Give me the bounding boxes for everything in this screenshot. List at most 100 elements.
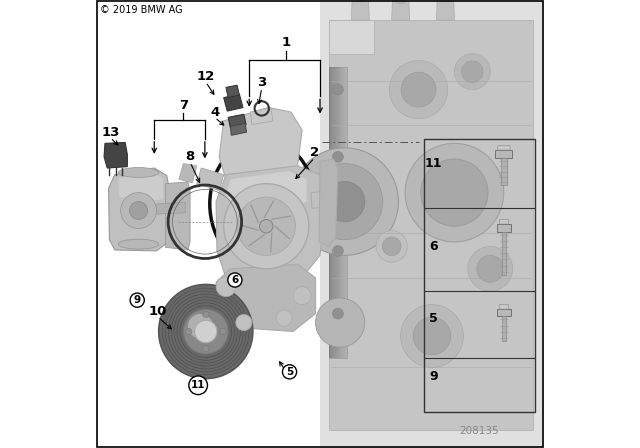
Text: 6: 6 — [231, 275, 239, 285]
Circle shape — [237, 197, 296, 255]
Polygon shape — [329, 20, 374, 54]
Polygon shape — [338, 67, 340, 358]
Polygon shape — [436, 0, 454, 20]
Bar — [424, 139, 535, 412]
Polygon shape — [501, 158, 507, 185]
Circle shape — [352, 0, 369, 1]
Text: 4: 4 — [210, 105, 220, 119]
Circle shape — [333, 246, 343, 256]
Circle shape — [220, 328, 226, 335]
Polygon shape — [329, 67, 332, 358]
Circle shape — [203, 345, 209, 352]
Circle shape — [236, 314, 252, 331]
Circle shape — [413, 317, 451, 355]
Polygon shape — [216, 166, 324, 287]
Text: 5: 5 — [429, 311, 438, 325]
Circle shape — [316, 298, 365, 347]
Circle shape — [203, 311, 209, 318]
Polygon shape — [499, 305, 509, 309]
Polygon shape — [230, 123, 246, 135]
Circle shape — [159, 284, 253, 379]
Text: 11: 11 — [191, 380, 205, 390]
Circle shape — [376, 231, 408, 262]
Polygon shape — [226, 85, 239, 98]
Text: 6: 6 — [429, 240, 438, 253]
Polygon shape — [228, 114, 246, 128]
Text: 208135: 208135 — [460, 426, 499, 435]
Polygon shape — [311, 190, 337, 208]
Polygon shape — [502, 232, 506, 275]
Ellipse shape — [118, 168, 159, 177]
Circle shape — [333, 308, 343, 319]
Text: 8: 8 — [186, 150, 195, 164]
Text: 10: 10 — [148, 305, 167, 318]
Circle shape — [129, 202, 148, 220]
Polygon shape — [495, 150, 513, 158]
Polygon shape — [333, 67, 336, 358]
Circle shape — [276, 310, 292, 326]
Polygon shape — [179, 164, 197, 183]
Polygon shape — [498, 146, 510, 150]
Circle shape — [293, 287, 311, 305]
Text: 9: 9 — [429, 370, 438, 383]
Circle shape — [468, 246, 513, 291]
Polygon shape — [351, 0, 369, 20]
Circle shape — [405, 143, 504, 242]
Circle shape — [188, 314, 212, 339]
Polygon shape — [220, 108, 302, 188]
Circle shape — [392, 0, 409, 4]
Circle shape — [186, 328, 192, 335]
Bar — [320, 0, 544, 448]
Circle shape — [454, 54, 490, 90]
Polygon shape — [118, 172, 163, 202]
Text: 13: 13 — [101, 125, 120, 139]
Polygon shape — [499, 220, 509, 224]
Text: 5: 5 — [286, 367, 293, 377]
Ellipse shape — [118, 239, 159, 249]
Polygon shape — [251, 108, 273, 125]
Circle shape — [401, 72, 436, 107]
Circle shape — [195, 320, 217, 343]
Circle shape — [291, 148, 398, 255]
Text: 12: 12 — [196, 69, 215, 83]
Polygon shape — [157, 202, 186, 214]
Polygon shape — [340, 67, 342, 358]
Text: 7: 7 — [179, 99, 188, 112]
Circle shape — [461, 61, 483, 82]
Polygon shape — [329, 20, 533, 430]
Circle shape — [307, 164, 383, 240]
Circle shape — [333, 151, 343, 162]
Polygon shape — [329, 67, 347, 358]
Circle shape — [216, 277, 236, 297]
Circle shape — [401, 305, 463, 367]
Polygon shape — [197, 168, 224, 190]
Polygon shape — [497, 224, 511, 232]
Circle shape — [333, 84, 343, 95]
Circle shape — [437, 0, 454, 1]
Circle shape — [324, 181, 365, 222]
Circle shape — [183, 309, 228, 354]
Text: © 2019 BMW AG: © 2019 BMW AG — [100, 5, 182, 15]
Circle shape — [389, 60, 448, 119]
Circle shape — [421, 159, 488, 226]
Polygon shape — [109, 168, 170, 251]
Polygon shape — [336, 67, 338, 358]
Polygon shape — [216, 264, 316, 332]
Polygon shape — [319, 159, 338, 246]
Circle shape — [224, 184, 309, 269]
Text: 1: 1 — [282, 36, 291, 49]
Polygon shape — [224, 94, 243, 111]
Text: 3: 3 — [257, 76, 266, 90]
Polygon shape — [392, 0, 410, 20]
Polygon shape — [225, 171, 307, 211]
Polygon shape — [104, 142, 127, 168]
Polygon shape — [497, 309, 511, 316]
Circle shape — [477, 255, 504, 282]
Text: 9: 9 — [134, 295, 141, 305]
Circle shape — [260, 220, 273, 233]
Text: 2: 2 — [310, 146, 319, 159]
Circle shape — [382, 237, 401, 256]
Text: 11: 11 — [425, 157, 442, 170]
Polygon shape — [332, 67, 333, 358]
Polygon shape — [165, 182, 190, 250]
